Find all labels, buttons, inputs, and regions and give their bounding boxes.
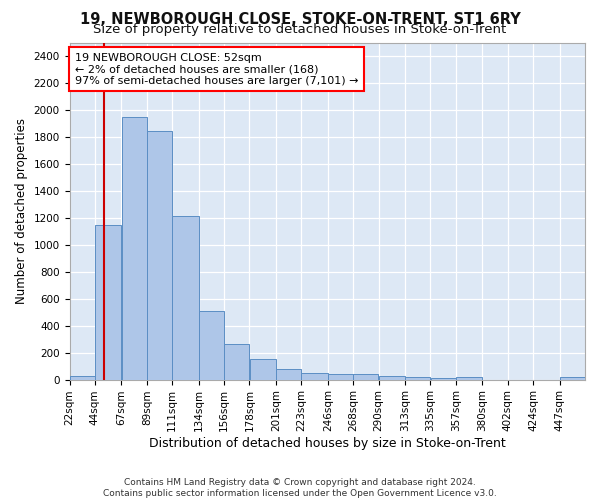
Bar: [431, 378, 455, 380]
Bar: [560, 377, 585, 380]
Bar: [95, 224, 121, 380]
Bar: [405, 377, 430, 380]
Bar: [250, 358, 276, 380]
X-axis label: Distribution of detached houses by size in Stoke-on-Trent: Distribution of detached houses by size …: [149, 437, 506, 450]
Bar: [328, 374, 353, 380]
Bar: [224, 344, 249, 380]
Bar: [301, 373, 328, 380]
Bar: [353, 374, 379, 380]
Bar: [70, 376, 95, 380]
Bar: [456, 377, 482, 380]
Text: 19 NEWBOROUGH CLOSE: 52sqm
← 2% of detached houses are smaller (168)
97% of semi: 19 NEWBOROUGH CLOSE: 52sqm ← 2% of detac…: [74, 52, 358, 86]
Text: Contains HM Land Registry data © Crown copyright and database right 2024.
Contai: Contains HM Land Registry data © Crown c…: [103, 478, 497, 498]
Y-axis label: Number of detached properties: Number of detached properties: [15, 118, 28, 304]
Bar: [199, 311, 224, 380]
Text: 19, NEWBOROUGH CLOSE, STOKE-ON-TRENT, ST1 6RY: 19, NEWBOROUGH CLOSE, STOKE-ON-TRENT, ST…: [80, 12, 520, 28]
Bar: [172, 216, 199, 380]
Bar: [122, 116, 146, 380]
Bar: [276, 369, 301, 380]
Text: Size of property relative to detached houses in Stoke-on-Trent: Size of property relative to detached ho…: [94, 22, 506, 36]
Bar: [379, 376, 405, 380]
Bar: [147, 132, 172, 380]
